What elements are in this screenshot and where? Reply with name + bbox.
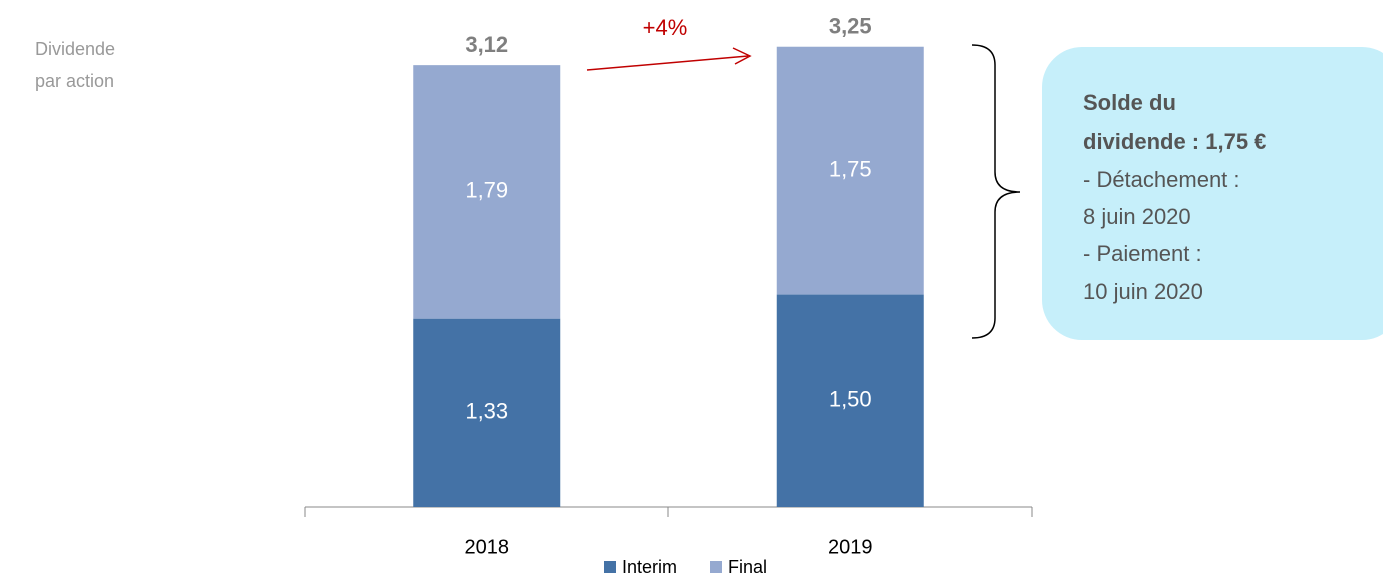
legend-label: Interim bbox=[622, 557, 677, 577]
y-label: par action bbox=[35, 71, 114, 91]
growth-arrow bbox=[586, 55, 749, 71]
callout-line: 8 juin 2020 bbox=[1083, 204, 1191, 229]
legend-swatch bbox=[710, 561, 722, 573]
callout-box bbox=[1042, 47, 1383, 340]
total-label: 3,12 bbox=[465, 32, 508, 57]
data-label: 1,50 bbox=[829, 387, 872, 412]
callout-line: 10 juin 2020 bbox=[1083, 279, 1203, 304]
callout-line: - Détachement : bbox=[1083, 167, 1240, 192]
y-label: Dividende bbox=[35, 39, 115, 59]
legend-label: Final bbox=[728, 557, 767, 577]
x-tick-label: 2018 bbox=[465, 536, 510, 558]
total-label: 3,25 bbox=[829, 14, 872, 39]
data-label: 1,79 bbox=[465, 178, 508, 203]
bar-segment bbox=[413, 65, 561, 319]
bar-segment bbox=[413, 318, 561, 507]
brace bbox=[971, 44, 1021, 339]
arrow-head bbox=[732, 47, 752, 65]
data-label: 1,33 bbox=[465, 399, 508, 424]
bar-segment bbox=[776, 294, 924, 507]
callout-title: Solde du bbox=[1083, 90, 1176, 115]
data-label: 1,75 bbox=[829, 156, 872, 181]
x-tick-label: 2019 bbox=[828, 536, 873, 558]
callout-title: dividende : 1,75 € bbox=[1083, 129, 1266, 154]
callout-line: - Paiement : bbox=[1083, 241, 1202, 266]
legend-swatch bbox=[604, 561, 616, 573]
growth-annotation: +4% bbox=[643, 15, 688, 40]
bar-segment bbox=[776, 46, 924, 295]
